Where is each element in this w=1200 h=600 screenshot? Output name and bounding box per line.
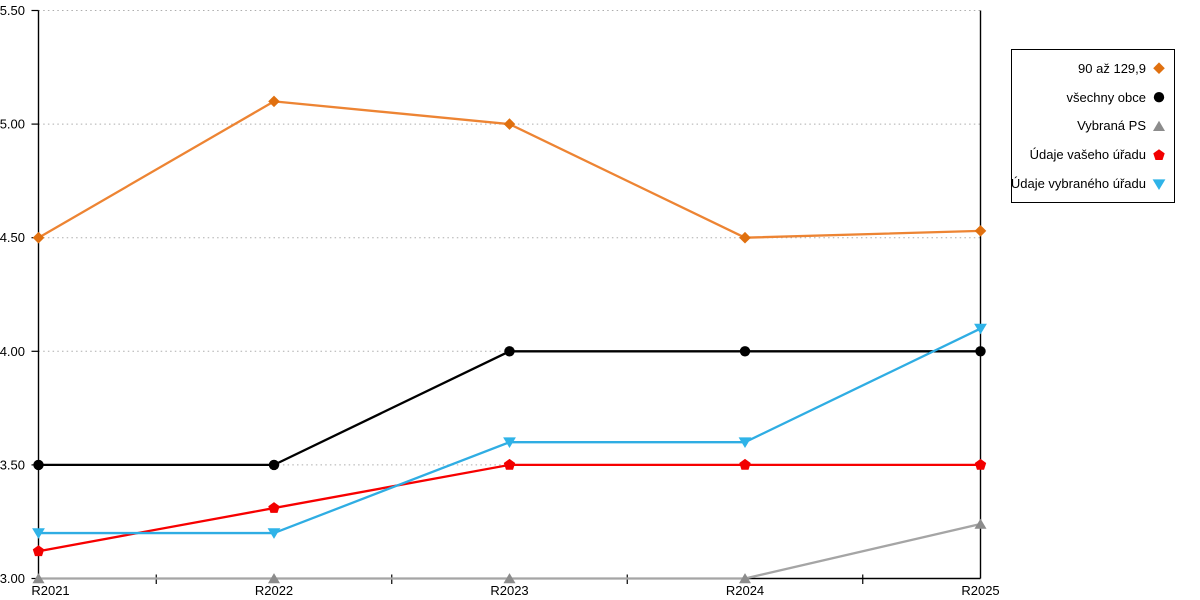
data-point-marker (1153, 120, 1165, 131)
y-axis-label: 5.00 (0, 117, 25, 132)
data-point-marker (32, 528, 45, 539)
data-point-marker (32, 545, 45, 557)
data-point-marker (267, 528, 281, 539)
triangle-down-icon (1152, 177, 1166, 191)
data-point-marker (974, 225, 987, 237)
data-point-marker (268, 573, 280, 584)
data-point-marker (32, 231, 45, 244)
data-point-marker (503, 458, 516, 470)
legend-label: Údaje vybraného úřadu (1010, 176, 1146, 192)
series-0 (32, 95, 987, 244)
x-axis-label: R2024 (726, 583, 764, 598)
data-point-marker (739, 346, 751, 357)
series-line (37, 463, 982, 553)
data-point-marker (268, 502, 280, 513)
legend-label: všechny obce (1066, 89, 1147, 105)
legend: 90 až 129,9 všechny obce Vybraná PS Údaje v… (1011, 49, 1175, 203)
data-point-marker (739, 573, 751, 584)
circle-icon (1152, 90, 1166, 104)
series-3 (32, 458, 987, 557)
data-point-marker (504, 346, 515, 357)
y-axis-label: 3.00 (0, 571, 25, 586)
x-axis-label: R2021 (31, 583, 69, 598)
data-point-marker (974, 323, 987, 335)
y-axis-label: 5.50 (0, 3, 25, 18)
data-point-marker (268, 459, 280, 471)
legend-entry-2[interactable]: Vybraná PS (1020, 118, 1166, 133)
data-point-marker (974, 458, 987, 470)
legend-entry-4[interactable]: Údaje vybraného úřadu (1011, 176, 1166, 191)
y-axis-label: 4.00 (0, 344, 25, 359)
data-point-marker (1153, 148, 1165, 160)
data-point-marker (503, 573, 516, 584)
series-line (37, 327, 982, 535)
diamond-icon (1152, 61, 1166, 75)
data-point-marker (738, 437, 752, 448)
x-axis-label: R2023 (490, 583, 528, 598)
series-1 (33, 346, 986, 471)
data-point-marker (739, 458, 751, 470)
data-point-marker (268, 95, 280, 108)
series-4 (32, 323, 987, 539)
x-axis-label: R2022 (255, 583, 293, 598)
data-point-marker (974, 518, 987, 529)
data-point-marker (33, 459, 44, 471)
data-point-marker (503, 118, 516, 130)
series-2 (32, 518, 987, 584)
legend-entry-1[interactable]: všechny obce (1020, 90, 1166, 105)
data-point-marker (32, 573, 45, 584)
data-point-marker (739, 231, 751, 244)
data-point-marker (503, 437, 516, 448)
data-point-marker (975, 346, 986, 357)
legend-entry-0[interactable]: 90 až 129,9 (1020, 61, 1166, 76)
y-axis-label: 3.50 (0, 457, 25, 472)
data-point-marker (1153, 62, 1165, 75)
data-point-marker (1152, 178, 1166, 190)
legend-label: 90 až 129,9 (1078, 60, 1146, 76)
y-axis-label: 4.50 (0, 230, 25, 245)
legend-entry-3[interactable]: Údaje vašeho úřadu (1020, 147, 1166, 162)
data-point-marker (1153, 92, 1165, 103)
legend-label: Údaje vašeho úřadu (1029, 147, 1146, 163)
triangle-up-icon (1152, 119, 1166, 133)
x-axis-label: R2025 (961, 583, 999, 598)
pentagon-icon (1152, 148, 1166, 162)
legend-label: Vybraná PS (1077, 118, 1146, 134)
